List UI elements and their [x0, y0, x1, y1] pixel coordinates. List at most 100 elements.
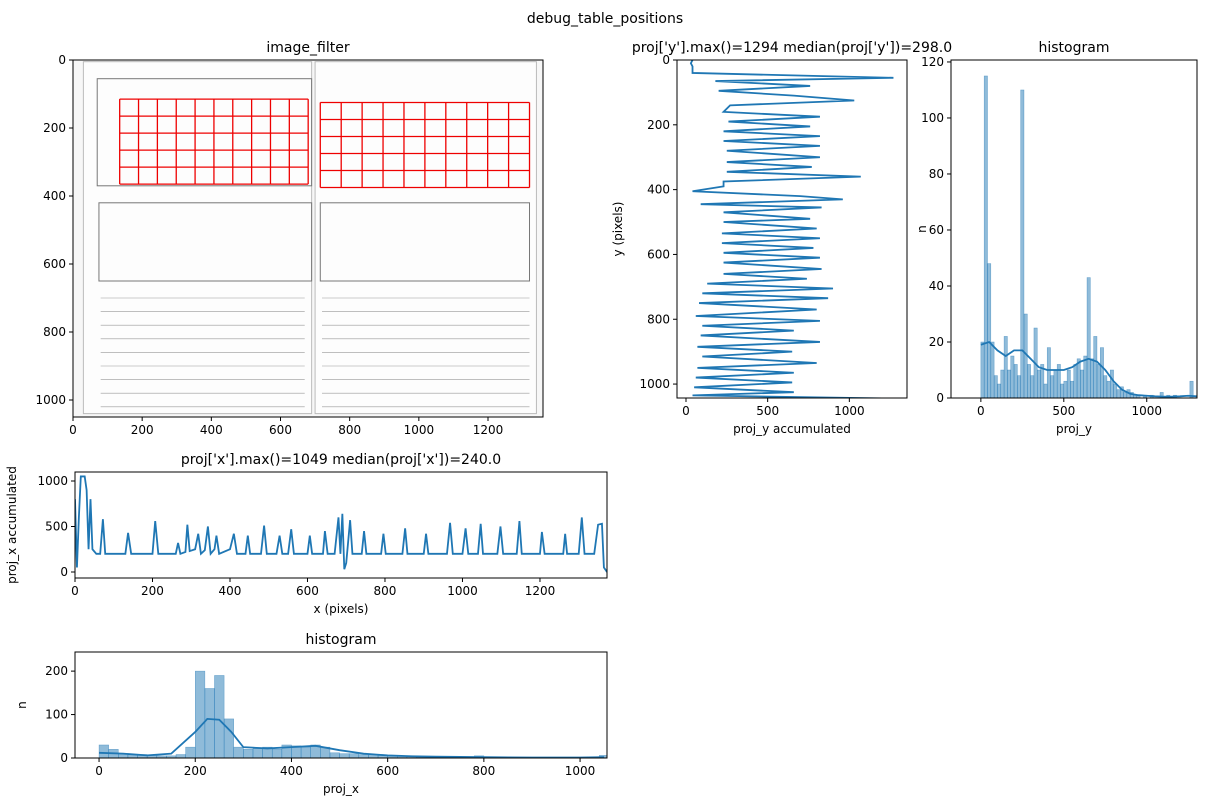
x-axis-label: proj_y [1056, 422, 1092, 436]
axes-frame [676, 59, 908, 399]
histogram-bar [1093, 336, 1098, 398]
axes-frame [74, 651, 608, 759]
x-tick-label: 600 [376, 764, 399, 778]
axes-title: image_filter [266, 40, 349, 56]
x-tick-label: 400 [219, 584, 242, 598]
histogram-bar [1007, 369, 1011, 398]
y-tick-label: 1000 [37, 474, 68, 488]
x-tick-label: 0 [682, 404, 690, 418]
y-tick-label: 200 [647, 118, 670, 132]
histogram-bar [185, 746, 196, 758]
x-tick-label: 800 [338, 423, 361, 437]
axes-title: proj['y'].max()=1294 median(proj['y'])=2… [632, 40, 952, 56]
histogram-bar [1109, 369, 1114, 398]
y-tick-label: 1000 [35, 393, 66, 407]
histogram-bar [1030, 375, 1035, 398]
y-tick-label: 400 [647, 183, 670, 197]
y-tick-label: 800 [647, 312, 670, 326]
y-tick-label: 100 [45, 708, 68, 722]
histogram-bar [1096, 364, 1101, 398]
y-tick-label: 1000 [639, 377, 670, 391]
y-tick-label: 0 [58, 53, 66, 67]
y-tick-label: 60 [929, 223, 944, 237]
y-tick-label: 120 [921, 55, 944, 69]
x-tick-label: 600 [296, 584, 319, 598]
x-tick-label: 0 [71, 584, 79, 598]
y-tick-label: 500 [45, 520, 68, 534]
y-axis-label: n [15, 701, 29, 709]
histogram-bar [300, 746, 311, 758]
y-axis-label: proj_x accumulated [5, 466, 19, 584]
x-tick-label: 800 [374, 584, 397, 598]
figure-title: debug_table_positions [527, 11, 683, 27]
y-axis-label: n [915, 225, 929, 233]
histogram-bar [358, 754, 369, 758]
histogram-bar [1063, 380, 1068, 398]
histogram-bar [1013, 364, 1018, 398]
histogram-bar [1083, 355, 1088, 398]
histogram-bar [1010, 355, 1015, 398]
histogram-bar [1070, 380, 1075, 398]
histogram-bar [1046, 347, 1051, 398]
histogram-bar [1056, 364, 1061, 398]
histogram-bar [1000, 369, 1005, 398]
histogram-bar [1123, 392, 1128, 398]
histogram-bar [1020, 89, 1025, 398]
y-tick-label: 80 [929, 167, 944, 181]
x-tick-label: 400 [280, 764, 303, 778]
x-axis-label: proj_y accumulated [733, 422, 851, 436]
histogram-bar [1066, 369, 1071, 398]
histogram-bar [195, 670, 206, 758]
axes-frame [950, 59, 1198, 399]
histogram-bar [271, 749, 283, 758]
histogram-bar [329, 752, 340, 758]
x-tick-label: 800 [472, 764, 495, 778]
axes-title: histogram [306, 632, 377, 648]
page-right [314, 61, 537, 415]
histogram-bar [1080, 369, 1084, 398]
histogram-bar [204, 688, 215, 758]
y-tick-label: 0 [936, 391, 944, 405]
histogram-bar [252, 748, 263, 758]
y-tick-label: 400 [43, 189, 66, 203]
y-tick-label: 0 [60, 751, 68, 765]
histogram-bar [1106, 380, 1111, 398]
histogram-bar [1003, 336, 1008, 398]
axes-frame [72, 59, 544, 418]
page-left [82, 61, 313, 415]
y-tick-label: 200 [45, 664, 68, 678]
form-block [96, 78, 313, 187]
axes-title: proj['x'].max()=1049 median(proj['x'])=2… [181, 452, 501, 468]
kde-line [980, 340, 1197, 398]
x-tick-label: 500 [1052, 404, 1075, 418]
histogram-bar [1027, 364, 1031, 398]
x-tick-label: 0 [69, 423, 77, 437]
x-tick-label: 400 [200, 423, 223, 437]
x-axis-label: proj_x [323, 782, 359, 796]
x-tick-label: 1000 [447, 584, 478, 598]
histogram-bar [1100, 347, 1104, 398]
histogram-bar [980, 341, 985, 398]
x-tick-label: 0 [95, 764, 103, 778]
y-tick-label: 0 [662, 53, 670, 67]
histogram-bar [1017, 375, 1021, 398]
x-tick-label: 1000 [404, 423, 435, 437]
histogram-bar [1053, 369, 1058, 398]
axes-frame [74, 471, 608, 579]
histogram-bar [1050, 375, 1055, 398]
histogram-bar [243, 749, 254, 758]
histogram-bar [223, 718, 234, 758]
histogram-bar [993, 375, 998, 398]
x-axis-label: x (pixels) [314, 602, 369, 616]
x-tick-label: 1000 [1131, 404, 1162, 418]
histogram-bar [997, 383, 1002, 398]
form-block [319, 202, 531, 282]
kde-line [99, 717, 605, 758]
histogram-bar [1037, 369, 1041, 398]
histogram-bar [339, 753, 350, 758]
y-tick-label: 600 [43, 257, 66, 271]
x-tick-label: 200 [141, 584, 164, 598]
histogram-bar [987, 263, 992, 398]
histogram-bar [983, 75, 988, 398]
form-block [98, 202, 313, 282]
